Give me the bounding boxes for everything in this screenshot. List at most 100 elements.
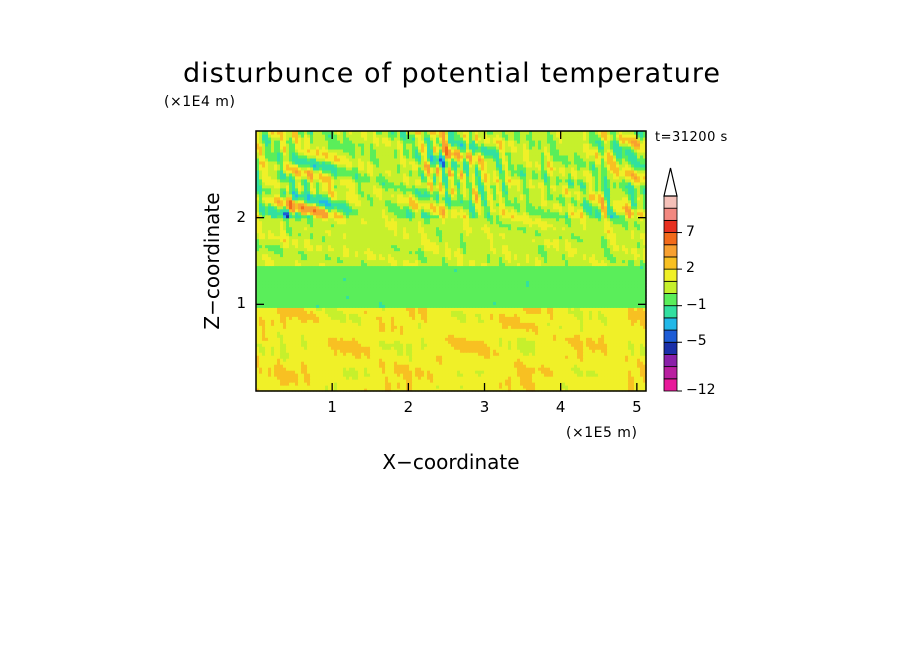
contour-cell — [634, 388, 638, 392]
contour-cell — [604, 385, 608, 389]
contour-cell — [526, 373, 530, 377]
contour-cell — [421, 379, 425, 383]
contour-cell — [478, 367, 482, 371]
contour-cell — [568, 385, 572, 389]
contour-cell — [625, 370, 629, 374]
contour-cell — [562, 385, 566, 389]
contour-cell — [526, 370, 530, 374]
contour-cell — [556, 382, 560, 386]
contour-cell — [469, 382, 473, 386]
contour-cell — [580, 388, 584, 392]
contour-cell — [262, 388, 266, 392]
contour-cell — [478, 379, 482, 383]
contour-cell — [271, 373, 275, 377]
contour-cell — [565, 367, 569, 371]
contour-cell — [445, 379, 449, 383]
contour-cell — [607, 385, 611, 389]
contour-cell — [316, 367, 320, 371]
contour-cell — [550, 388, 554, 392]
contour-cell — [328, 370, 332, 374]
contour-cell — [379, 388, 383, 392]
contour-cell — [406, 373, 410, 377]
contour-cell — [343, 385, 347, 389]
contour-cell — [463, 367, 467, 371]
contour-cell — [271, 364, 275, 368]
contour-cell — [316, 370, 320, 374]
contour-cell — [580, 385, 584, 389]
contour-cell — [511, 367, 515, 371]
contour-cell — [553, 385, 557, 389]
contour-cell — [328, 385, 332, 389]
contour-cell — [337, 379, 341, 383]
contour-cell — [619, 367, 623, 371]
contour-cell — [490, 367, 494, 371]
contour-cell — [391, 364, 395, 368]
contour-cell — [631, 385, 635, 389]
contour-cell — [313, 370, 317, 374]
contour-cell — [379, 382, 383, 386]
contour-cell — [391, 376, 395, 380]
contour-cell — [271, 376, 275, 380]
contour-cell — [445, 367, 449, 371]
contour-cell — [631, 373, 635, 377]
contour-cell — [607, 367, 611, 371]
contour-cell — [535, 379, 539, 383]
contour-cell — [409, 385, 413, 389]
contour-cell — [415, 364, 419, 368]
contour-cell — [640, 370, 644, 374]
contour-cell — [409, 376, 413, 380]
contour-cell — [625, 385, 629, 389]
contour-cell — [460, 364, 464, 368]
contour-cell — [286, 361, 290, 365]
contour-cell — [571, 385, 575, 389]
contour-cell — [571, 364, 575, 368]
contour-cell — [445, 373, 449, 377]
contour-cell — [418, 364, 422, 368]
contour-cell — [418, 376, 422, 380]
contour-cell — [508, 382, 512, 386]
contour-cell — [595, 376, 599, 380]
contour-cell — [460, 370, 464, 374]
contour-cell — [325, 379, 329, 383]
contour-cell — [571, 373, 575, 377]
contour-cell — [613, 388, 617, 392]
contour-cell — [625, 373, 629, 377]
contour-cell — [637, 373, 641, 377]
contour-cell — [427, 379, 431, 383]
contour-cell — [451, 376, 455, 380]
contour-cell — [547, 370, 551, 374]
contour-cell — [565, 379, 569, 383]
contour-cell — [496, 367, 500, 371]
contour-cell — [358, 364, 362, 368]
contour-cell — [421, 370, 425, 374]
contour-cell — [382, 382, 386, 386]
contour-cell — [376, 364, 380, 368]
contour-cell — [445, 385, 449, 389]
contour-cell — [448, 373, 452, 377]
contour-cell — [265, 388, 269, 392]
contour-cell — [274, 382, 278, 386]
contour-cell — [619, 370, 623, 374]
contour-cell — [412, 367, 416, 371]
contour-cell — [268, 385, 272, 389]
contour-cell — [403, 379, 407, 383]
contour-cell — [532, 364, 536, 368]
contour-cell — [568, 376, 572, 380]
contour-cell — [619, 379, 623, 383]
contour-cell — [391, 385, 395, 389]
contour-cell — [466, 379, 470, 383]
contour-cell — [418, 373, 422, 377]
contour-cell — [442, 364, 446, 368]
contour-cell — [592, 385, 596, 389]
contour-cell — [382, 370, 386, 374]
contour-cell — [496, 385, 500, 389]
contour-cell — [358, 385, 362, 389]
contour-cell — [610, 376, 614, 380]
contour-cell — [307, 367, 311, 371]
contour-cell — [595, 388, 599, 392]
contour-cell — [457, 382, 461, 386]
contour-cell — [571, 376, 575, 380]
contour-cell — [349, 367, 353, 371]
contour-cell — [388, 376, 392, 380]
contour-cell — [637, 376, 641, 380]
